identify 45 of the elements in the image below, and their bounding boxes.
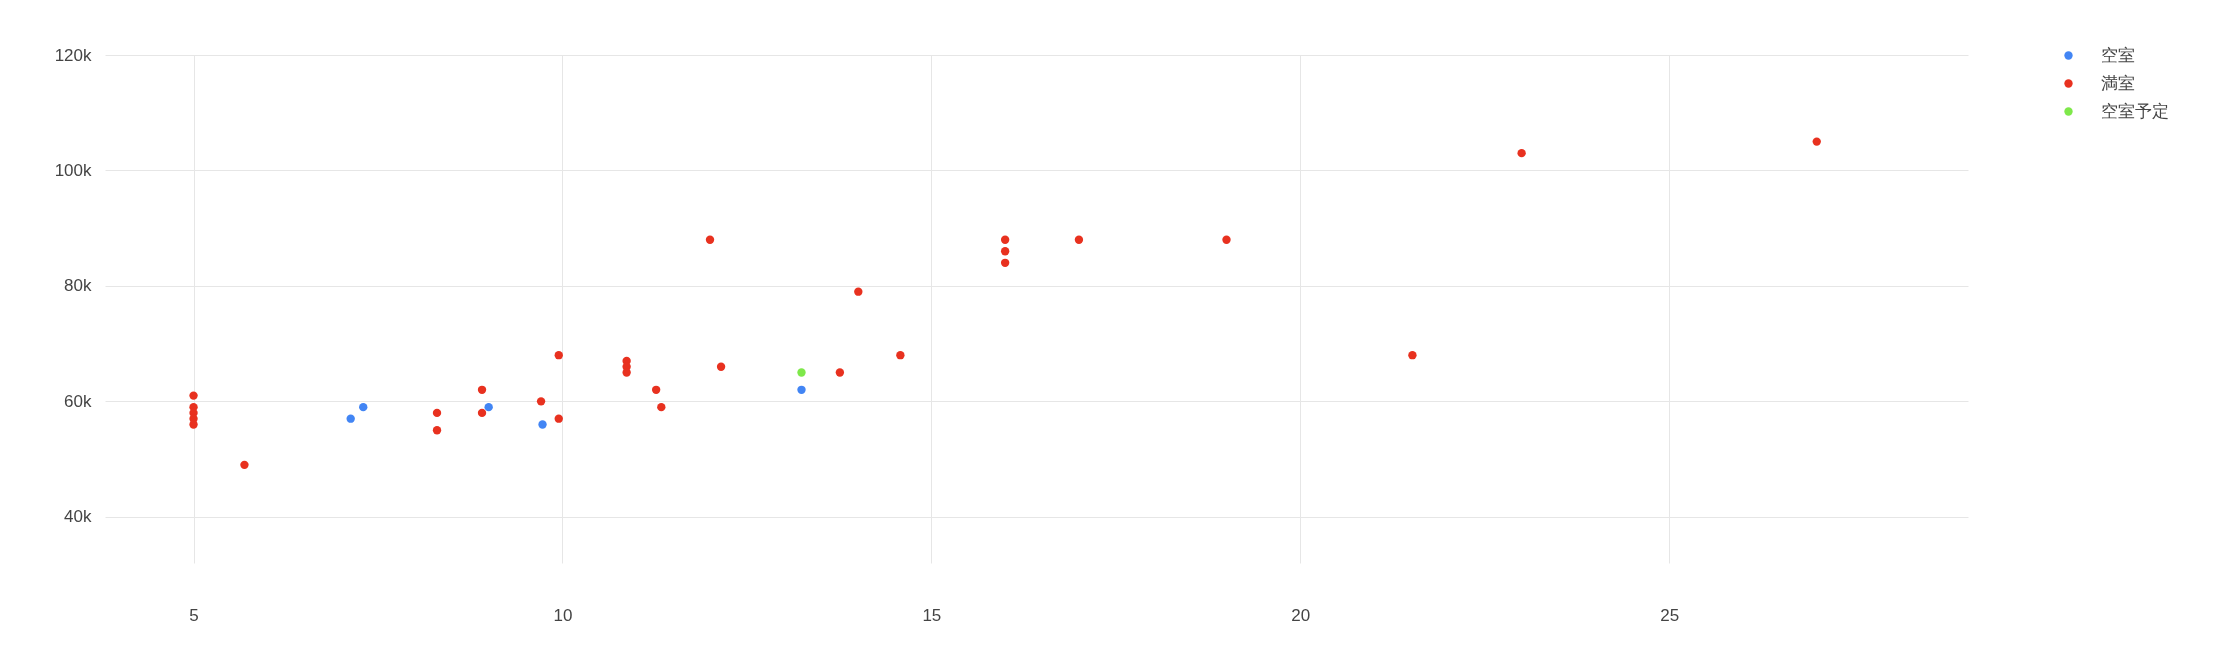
y-tick-label: 80k [64,276,92,296]
point [1000,235,1010,244]
x-tick-label: 10 [553,605,573,625]
point [1517,148,1526,158]
point [359,402,368,412]
x-tick-label: 5 [189,605,199,625]
point [189,420,198,429]
point [1000,247,1010,256]
point [189,391,198,400]
x-tick-label: 20 [1291,605,1311,625]
point [854,287,863,296]
point [705,235,715,244]
point [1000,258,1010,267]
point [538,420,547,429]
point [835,368,845,377]
point [554,351,563,360]
point [1812,137,1821,146]
point [1408,351,1417,360]
point [716,362,726,371]
y-tick-label: 120k [54,45,92,65]
point [657,402,666,412]
point [1222,235,1231,244]
x-tick-label: 25 [1660,605,1680,625]
y-tick-label: 100k [54,160,92,180]
point [622,368,631,377]
y-tick-label: 40k [64,507,92,527]
legend-label: 空室 [2101,45,2135,65]
point [896,351,905,360]
y-tick-label: 60k [64,391,92,411]
legend-label: 空室予定 [2101,101,2169,121]
point [346,414,355,423]
point [432,408,442,418]
point [651,385,661,394]
legend-label: 満室 [2101,73,2135,93]
point [477,408,487,418]
point [484,402,493,412]
point [797,385,806,394]
point [240,460,249,470]
point [1074,235,1084,244]
point [432,426,442,435]
point [554,414,563,423]
point [536,397,546,406]
x-tick-label: 15 [922,605,942,625]
point [477,385,487,394]
point [797,368,806,377]
